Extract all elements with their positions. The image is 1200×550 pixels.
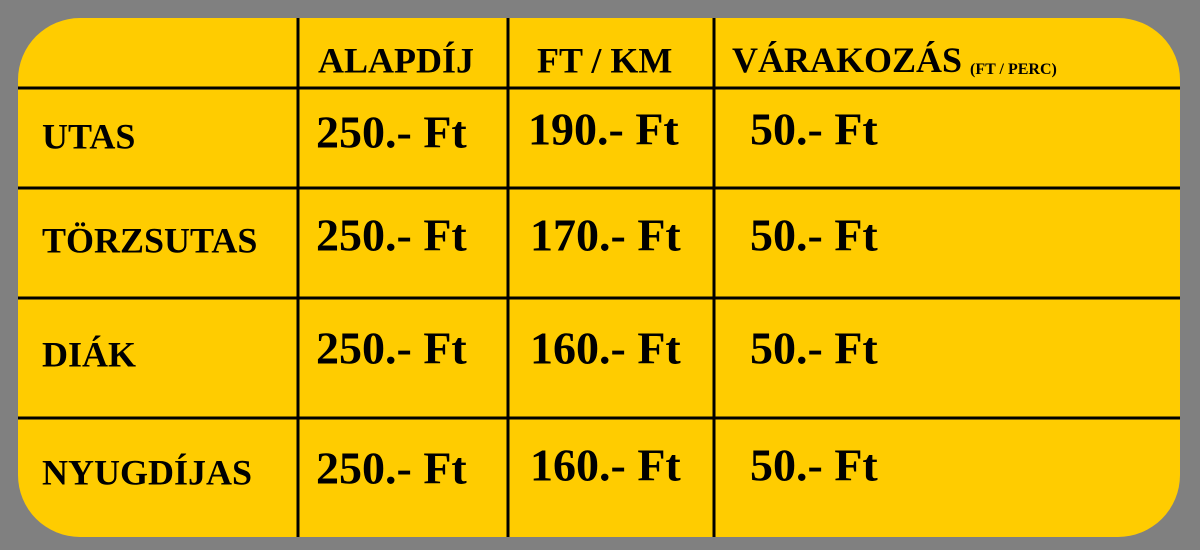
column-header-group: VÁRAKOZÁS (FT / PERC) [732, 40, 1057, 80]
row-label: DIÁK [42, 334, 136, 374]
column-header: ALAPDÍJ [318, 40, 474, 80]
price-cell: 50.- Ft [750, 440, 878, 491]
price-cell: 170.- Ft [530, 210, 681, 261]
column-header-unit: (FT / PERC) [970, 61, 1057, 78]
grid [18, 18, 1180, 537]
price-cell: 50.- Ft [750, 323, 878, 374]
table-background [18, 18, 1180, 537]
column-header: VÁRAKOZÁS [732, 40, 962, 80]
price-cell: 160.- Ft [530, 440, 681, 491]
row-label: TÖRZSUTAS [42, 220, 257, 260]
column-header: FT / KM [537, 40, 672, 80]
price-cell: 250.- Ft [316, 107, 467, 158]
price-cell: 250.- Ft [316, 323, 467, 374]
price-cell: 50.- Ft [750, 104, 878, 155]
price-cell: 250.- Ft [316, 443, 467, 494]
row-label: NYUGDÍJAS [42, 452, 252, 492]
price-cell: 190.- Ft [528, 104, 679, 155]
price-cell: 50.- Ft [750, 210, 878, 261]
price-cell: 250.- Ft [316, 210, 467, 261]
price-cell: 160.- Ft [530, 323, 681, 374]
row-label: UTAS [42, 116, 135, 156]
